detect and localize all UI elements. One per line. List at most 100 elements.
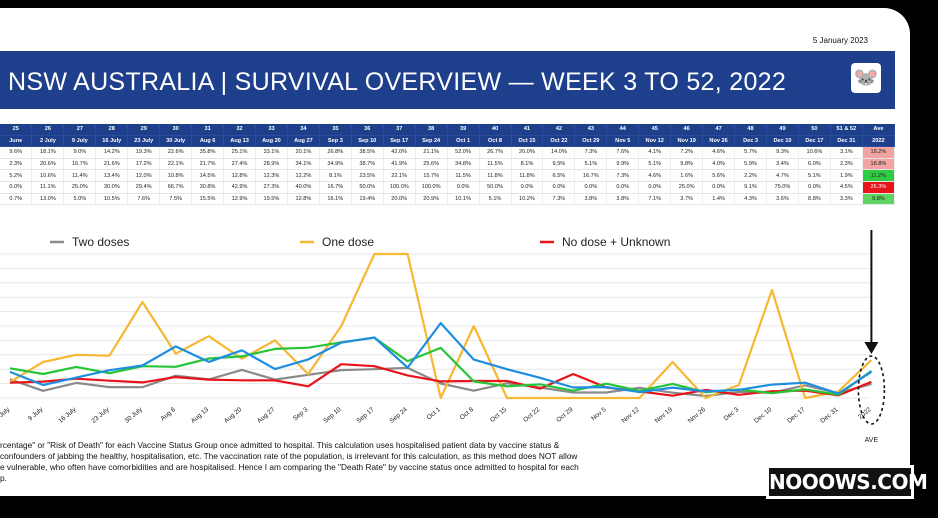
x-tick-label: Nov 19 (654, 406, 675, 425)
table-cell: 9.9% (606, 158, 640, 171)
table-header-cell: Oct 29 (574, 135, 608, 148)
table-cell: 20.0% (383, 193, 416, 206)
table-cell: 10.2% (511, 193, 544, 206)
table-header-cell: Oct 15 (511, 135, 544, 148)
table-cell: 100.0% (415, 181, 448, 194)
table-cell: 30.0% (95, 181, 129, 194)
table-header-cell: 35 (319, 124, 352, 136)
table-cell: 20.1% (287, 146, 320, 159)
table-header-cell: 44 (606, 124, 640, 136)
table-cell: 12.8% (223, 169, 256, 182)
table-cell: 33.1% (255, 146, 288, 159)
table-cell: 12.0% (127, 169, 161, 182)
table-header-cell: 27 (63, 124, 97, 136)
table-row: 9.6% 18.1% 9.0% 14.2% 19.3% 22.6% 35.8% 25.1% 33… (0, 146, 896, 159)
x-tick-label: 16 July (57, 406, 78, 425)
table-cell: 22.6% (159, 146, 193, 159)
table-cell: 26.8% (319, 146, 352, 159)
table-cell: 6.0% (798, 158, 831, 171)
x-tick-label: 2022 (857, 406, 873, 421)
table-cell: 20.9% (415, 193, 448, 206)
table-cell: 9.1% (734, 181, 767, 194)
table-cell: 0.0% (0, 181, 33, 194)
table-header-cell: Aug 20 (255, 135, 288, 148)
table-header-cell: 50 (798, 124, 831, 136)
table-header-cell: Oct 22 (542, 135, 576, 148)
table-cell: 22.1% (159, 158, 193, 171)
table-header-cell: 38 (415, 124, 448, 136)
table-cell: 10.1% (447, 193, 480, 206)
x-tick-label: Oct 1 (426, 406, 443, 422)
table-cell: 3.8% (606, 193, 640, 206)
table-cell: 14.5% (191, 169, 225, 182)
table-cell: 25.0% (670, 181, 704, 194)
table-cell: 10.6% (31, 169, 65, 182)
table-cell: 3.7% (670, 193, 704, 206)
table-cell: 9.3% (766, 146, 799, 159)
table-cell: 18.2% (862, 146, 896, 159)
table-cell: 35.8% (191, 146, 225, 159)
table-header-cell: 26 (31, 124, 65, 136)
table-cell: 41.9% (383, 158, 416, 171)
death-rate-table: 25 26 27 28 29 30 31 32 33 34 35 36 37 38 39 40 41 42 43 44… (0, 124, 896, 206)
brand-logo[interactable]: NOOOWS.COM (766, 465, 928, 499)
table-cell: 8.1% (511, 158, 544, 171)
table-cell: 4.5% (830, 181, 863, 194)
x-tick-label: Sep 10 (322, 406, 343, 425)
legend-label: No dose + Unknown (562, 235, 670, 249)
table-cell: 3.1% (830, 146, 863, 159)
table-cell: 25.1% (223, 146, 256, 159)
table-cell: 11.5% (479, 158, 512, 171)
table-header-cell: 37 (383, 124, 416, 136)
table-cell: 5.9% (734, 158, 767, 171)
table-cell: 34.8% (447, 158, 480, 171)
table-header-cell: 29 (127, 124, 161, 136)
table-header-cell: 30 July (159, 135, 193, 148)
table-cell: 0.0% (511, 181, 544, 194)
table-cell: 11.1% (31, 181, 65, 194)
x-tick-label: 30 July (124, 406, 145, 425)
x-tick-label: Aug 27 (256, 406, 277, 425)
table-header-cell: Nov 12 (638, 135, 672, 148)
table-cell: 13.0% (31, 193, 65, 206)
table-header-row: 25 26 27 28 29 30 31 32 33 34 35 36 37 38 39 40 41 42 43 44… (0, 124, 896, 136)
x-tick-label: Sep 3 (292, 406, 310, 423)
report-panel: 5 January 2023 NSW AUSTRALIA | SURVIVAL … (0, 8, 910, 496)
table-header-cell: 48 (734, 124, 767, 136)
table-cell: 0.0% (606, 181, 640, 194)
table-header-cell: 39 (447, 124, 480, 136)
table-row: 0.0% 11.1% 25.0% 30.0% 29.4% 66.7% 30.8% 42.9% 2… (0, 181, 896, 194)
table-cell: 4.7% (766, 169, 799, 182)
table-header-cell: Dec 10 (766, 135, 799, 148)
title-banner: NSW AUSTRALIA | SURVIVAL OVERVIEW — WEEK… (0, 51, 895, 109)
table-cell: 7.3% (542, 193, 576, 206)
table-cell: 27.4% (223, 158, 256, 171)
table-row: 2.3% 20.6% 16.7% 21.6% 17.2% 22.1% 21.7% 27.4% 2… (0, 158, 896, 171)
table-cell: 23.5% (351, 169, 384, 182)
ave-annotation: AVE (865, 437, 879, 444)
table-cell: 9.8% (670, 158, 704, 171)
table-cell: 21.1% (415, 146, 448, 159)
table-cell: 4.6% (702, 146, 736, 159)
table-cell: 34.1% (287, 158, 320, 171)
table-cell: 7.1% (638, 193, 672, 206)
table-cell: 25.0% (63, 181, 97, 194)
table-cell: 11.8% (479, 169, 512, 182)
table-cell: 7.3% (574, 146, 608, 159)
table-cell: 9.6% (0, 146, 33, 159)
x-tick-label: Oct 8 (459, 406, 476, 422)
table-cell: 2.3% (0, 158, 33, 171)
table-cell: 16.1% (319, 193, 352, 206)
table-cell: 10.6% (798, 146, 831, 159)
table-cell: 9.5% (542, 158, 576, 171)
table-cell: 8.8% (798, 193, 831, 206)
table-cell: 16.7% (63, 158, 97, 171)
x-tick-label: 2 July (0, 406, 12, 423)
table-cell: 21.7% (191, 158, 225, 171)
table-cell: 20.6% (31, 158, 65, 171)
table-row: 0.7% 13.0% 5.0% 10.5% 7.6% 7.5% 15.5% 12.9% 19.5… (0, 193, 896, 206)
table-header-cell: 30 (159, 124, 193, 136)
table-header-cell: 51 & 52 (830, 124, 863, 136)
table-row: 5.2% 10.6% 11.4% 13.4% 12.0% 10.8% 14.5% 12.8% 1… (0, 169, 896, 182)
table-header-cell: 49 (766, 124, 799, 136)
